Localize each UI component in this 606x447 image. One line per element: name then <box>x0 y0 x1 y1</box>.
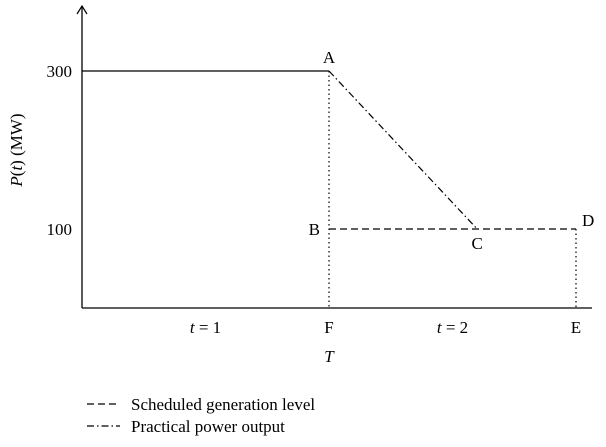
x-axis-title: T <box>324 347 335 366</box>
point-labels: A B C D <box>309 48 595 253</box>
y-axis-arrow-icon <box>76 4 88 15</box>
legend: Scheduled generation level Practical powe… <box>87 395 315 436</box>
series-line-dashdot <box>328 70 478 230</box>
axes <box>76 4 592 309</box>
x-tick-label: E <box>571 318 581 337</box>
point-label-b: B <box>309 220 320 239</box>
guide-lines <box>328 71 577 308</box>
y-axis-title: P(t) (MW) <box>7 113 26 187</box>
x-tick-label: t = 2 <box>437 318 468 337</box>
axis-titles: T P(t) (MW) <box>7 113 335 366</box>
x-tick-label: F <box>324 318 333 337</box>
series-lines <box>82 70 576 230</box>
x-tick-label: t = 1 <box>190 318 221 337</box>
point-label-c: C <box>472 234 483 253</box>
point-label-a: A <box>323 48 336 67</box>
legend-label: Scheduled generation level <box>131 395 315 414</box>
y-tick-label: 100 <box>47 220 73 239</box>
y-tick-label: 300 <box>47 62 73 81</box>
point-label-d: D <box>582 211 594 230</box>
legend-label: Practical power output <box>131 417 285 436</box>
